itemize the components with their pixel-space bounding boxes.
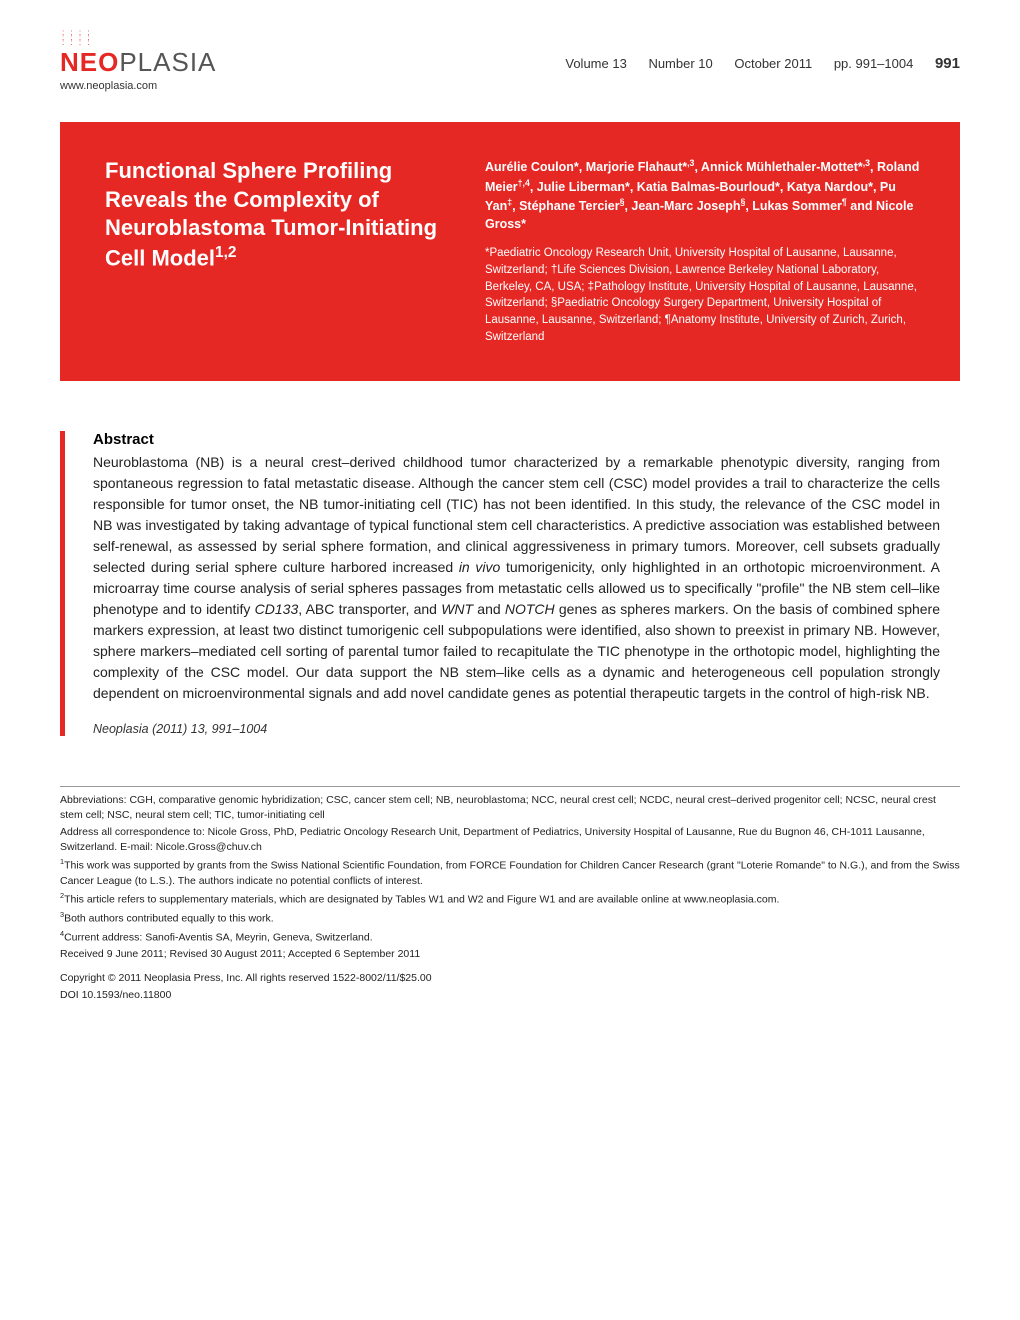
author-list: Aurélie Coulon*, Marjorie Flahaut*,3, An…	[485, 157, 925, 233]
title-column: Functional Sphere Profiling Reveals the …	[105, 157, 445, 346]
received-dates: Received 9 June 2011; Revised 30 August …	[60, 947, 960, 962]
footnote-1: 1This work was supported by grants from …	[60, 857, 960, 889]
logo-dots-icon: : : : :: : : :: : : :	[62, 30, 216, 45]
footnote-4: 4Current address: Sanofi-Aventis SA, Mey…	[60, 929, 960, 946]
correspondence-address: Address all correspondence to: Nicole Gr…	[60, 825, 960, 855]
citation: Neoplasia (2011) 13, 991–1004	[93, 722, 940, 736]
page-range: pp. 991–1004	[834, 56, 914, 71]
page-header: : : : :: : : :: : : : NEOPLASIA www.neop…	[0, 0, 1020, 102]
logo-text: NEOPLASIA	[60, 47, 216, 78]
issue-date: October 2011	[734, 56, 812, 71]
journal-logo: : : : :: : : :: : : : NEOPLASIA www.neop…	[60, 30, 216, 92]
logo-neo: NEO	[60, 47, 119, 77]
doi: DOI 10.1593/neo.11800	[60, 988, 960, 1003]
page-number: 991	[935, 55, 960, 72]
title-text: Functional Sphere Profiling Reveals the …	[105, 158, 437, 270]
abstract-heading: Abstract	[93, 431, 940, 448]
footnote-3: 3Both authors contributed equally to thi…	[60, 910, 960, 927]
logo-plasia: PLASIA	[119, 47, 216, 77]
title-superscript: 1,2	[215, 244, 236, 261]
title-author-box: Functional Sphere Profiling Reveals the …	[60, 122, 960, 381]
issue-number: Number 10	[648, 56, 712, 71]
journal-url: www.neoplasia.com	[60, 80, 216, 92]
footer-divider	[60, 786, 960, 787]
author-column: Aurélie Coulon*, Marjorie Flahaut*,3, An…	[485, 157, 925, 346]
footer-notes: Abbreviations: CGH, comparative genomic …	[60, 786, 960, 1004]
article-title: Functional Sphere Profiling Reveals the …	[105, 157, 445, 273]
affiliations: *Paediatric Oncology Research Unit, Univ…	[485, 245, 925, 345]
volume: Volume 13	[565, 56, 626, 71]
copyright: Copyright © 2011 Neoplasia Press, Inc. A…	[60, 971, 960, 986]
footnote-2: 2This article refers to supplementary ma…	[60, 891, 960, 908]
issue-info: Volume 13 Number 10 October 2011 pp. 991…	[547, 30, 960, 92]
abbreviations: Abbreviations: CGH, comparative genomic …	[60, 793, 960, 823]
abstract-block: Abstract Neuroblastoma (NB) is a neural …	[60, 431, 960, 736]
abstract-text: Neuroblastoma (NB) is a neural crest–der…	[93, 452, 940, 704]
